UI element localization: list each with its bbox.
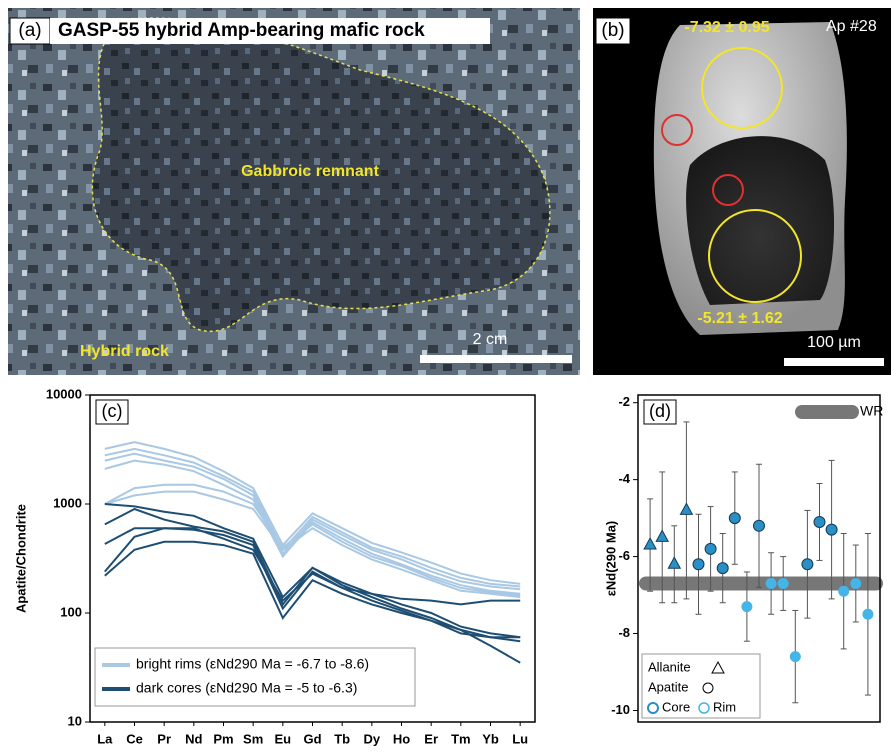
point xyxy=(693,559,704,570)
point xyxy=(754,520,765,531)
legend-label: Allanite xyxy=(648,659,691,674)
figure: (a) GASP-55 hybrid Amp-bearing mafic roc… xyxy=(0,0,891,750)
point xyxy=(644,538,656,549)
point xyxy=(790,651,801,662)
y-axis-label: εNd(290 Ma) xyxy=(603,521,618,597)
point xyxy=(778,578,789,589)
y-tick-label: -8 xyxy=(618,625,630,640)
x-tick-label: Tm xyxy=(451,731,471,746)
x-tick-label: Ho xyxy=(393,731,410,746)
point xyxy=(729,513,740,524)
legend-label: Apatite xyxy=(648,679,688,694)
legend-label: dark cores (εNd290 Ma = -5 to -6.3) xyxy=(136,680,357,696)
x-tick-label: La xyxy=(97,731,113,746)
legend-label: Rim xyxy=(713,699,736,714)
ree-line xyxy=(105,528,520,604)
x-tick-label: Ce xyxy=(126,731,143,746)
x-tick-label: Dy xyxy=(364,731,381,746)
point xyxy=(766,578,777,589)
y-tick-label: 1000 xyxy=(53,495,82,510)
core-value: -5.21 ± 1.62 xyxy=(697,310,782,327)
y-tick-label: -2 xyxy=(618,394,630,409)
scale-label: 100 µm xyxy=(807,334,861,351)
scale-bar xyxy=(784,358,884,366)
point xyxy=(656,530,668,541)
legend-label: bright rims (εNd290 Ma = -6.7 to -8.6) xyxy=(136,656,369,672)
ree-line xyxy=(105,449,520,587)
y-tick-label: -10 xyxy=(611,702,630,717)
ree-line xyxy=(105,542,520,663)
scale-label: 2 cm xyxy=(473,331,508,348)
page: { "panel_a": {"label": "(a)", "title": "… xyxy=(0,0,891,750)
x-tick-label: Lu xyxy=(512,731,528,746)
grain-label: Ap #28 xyxy=(826,18,877,35)
panel-b: (b) Ap #28 -7.32 ± 0.95 -5.21 ± 1.62 100… xyxy=(593,8,891,375)
point xyxy=(862,609,873,620)
point xyxy=(717,563,728,574)
point xyxy=(814,516,825,527)
x-tick-label: Sm xyxy=(243,731,263,746)
x-tick-label: Pm xyxy=(213,731,233,746)
y-tick-label: 10000 xyxy=(46,386,82,401)
panel-a: (a) GASP-55 hybrid Amp-bearing mafic roc… xyxy=(8,8,580,375)
point xyxy=(741,601,752,612)
scale-bar xyxy=(420,355,572,363)
point xyxy=(668,557,680,568)
panel-label: (c) xyxy=(102,401,123,421)
x-tick-label: Gd xyxy=(303,731,321,746)
y-tick-label: 100 xyxy=(60,604,82,619)
point xyxy=(850,578,861,589)
grain-core xyxy=(686,136,834,305)
y-tick-label: -4 xyxy=(618,471,630,486)
point xyxy=(705,543,716,554)
x-tick-label: Nd xyxy=(185,731,202,746)
y-tick-label: 10 xyxy=(68,713,82,728)
rim-value: -7.32 ± 0.95 xyxy=(684,19,769,36)
y-axis-label: Apatite/Chondrite xyxy=(13,504,28,613)
x-tick-label: Er xyxy=(424,731,438,746)
panel-label: (b) xyxy=(601,20,624,41)
host-label: Hybrid rock xyxy=(80,343,169,360)
ree-line xyxy=(105,485,520,596)
y-tick-label: -6 xyxy=(618,548,630,563)
point xyxy=(838,586,849,597)
x-tick-label: Eu xyxy=(275,731,292,746)
panel-label: (a) xyxy=(18,20,41,41)
point xyxy=(680,503,692,514)
point xyxy=(826,524,837,535)
point xyxy=(802,559,813,570)
legend-label: Core xyxy=(662,699,690,714)
panel-label: (d) xyxy=(649,401,671,421)
panel-title: GASP-55 hybrid Amp-bearing mafic rock xyxy=(58,20,425,41)
x-tick-label: Tb xyxy=(334,731,350,746)
x-tick-label: Pr xyxy=(157,731,171,746)
x-tick-label: Yb xyxy=(482,731,499,746)
zone-label: Gabbroic remnant xyxy=(241,163,379,180)
